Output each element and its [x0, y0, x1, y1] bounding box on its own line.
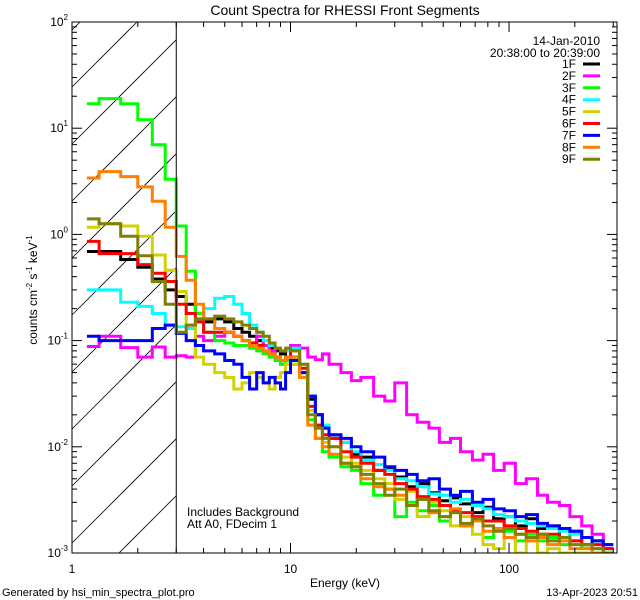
legend: 14-Jan-2010 20:38:00 to 20:39:00 1F2F3F4…	[490, 34, 600, 166]
plot-frame	[71, 21, 618, 554]
legend-time-range: 20:38:00 to 20:39:00	[490, 46, 600, 60]
x-tick-label: 100	[499, 562, 519, 576]
legend-label-2F: 2F	[562, 69, 576, 83]
hatch-line	[118, 495, 177, 554]
x-tick-label: 1	[69, 562, 76, 576]
legend-label-6F: 6F	[562, 117, 576, 131]
series-line-6F	[86, 239, 614, 551]
hatch-line	[71, 438, 177, 544]
legend-label-1F: 1F	[562, 57, 576, 71]
legend-label-4F: 4F	[562, 93, 576, 107]
legend-label-9F: 9F	[562, 152, 576, 166]
hatch-line	[71, 39, 177, 145]
hatch-line	[71, 96, 177, 202]
axis-ticks: 1 10 100 102 101 100 10-1 10-2 10-3	[48, 13, 617, 576]
series-group	[86, 97, 614, 553]
hatch-line	[71, 324, 177, 430]
y-tick-label: 10-1	[48, 332, 69, 348]
x-tick-label: 10	[284, 562, 298, 576]
annotation-background: Includes Background	[187, 505, 299, 519]
legend-label-5F: 5F	[562, 105, 576, 119]
x-axis-label: Energy (keV)	[310, 576, 380, 590]
legend-label-7F: 7F	[562, 128, 576, 142]
series-line-8F	[86, 170, 614, 553]
hatch-line	[71, 267, 177, 373]
series-line-9F	[86, 217, 614, 553]
legend-date: 14-Jan-2010	[533, 34, 601, 48]
footer-generated-by: Generated by hsi_min_spectra_plot.pro	[2, 587, 195, 599]
y-tick-label: 10-3	[48, 544, 69, 560]
hatch-line	[71, 210, 177, 316]
series-line-2F	[86, 330, 614, 547]
hatch-line	[71, 21, 81, 31]
y-tick-label: 10-2	[48, 438, 69, 454]
hatch-line	[71, 381, 177, 487]
annotation-attenuator: Att A0, FDecim 1	[187, 517, 277, 531]
hatch-line	[71, 21, 138, 88]
shaded-region	[71, 21, 177, 554]
footer-timestamp: 13-Apr-2023 20:51	[546, 587, 638, 599]
y-axis-label: counts cm-2 s-1 keV-1	[25, 235, 40, 345]
series-line-7F	[86, 323, 614, 547]
chart-title: Count Spectra for RHESSI Front Segments	[210, 2, 479, 18]
y-tick-label: 100	[50, 225, 68, 241]
legend-label-3F: 3F	[562, 81, 576, 95]
y-tick-label: 101	[50, 119, 68, 135]
legend-label-8F: 8F	[562, 140, 576, 154]
y-tick-label: 102	[50, 13, 68, 29]
